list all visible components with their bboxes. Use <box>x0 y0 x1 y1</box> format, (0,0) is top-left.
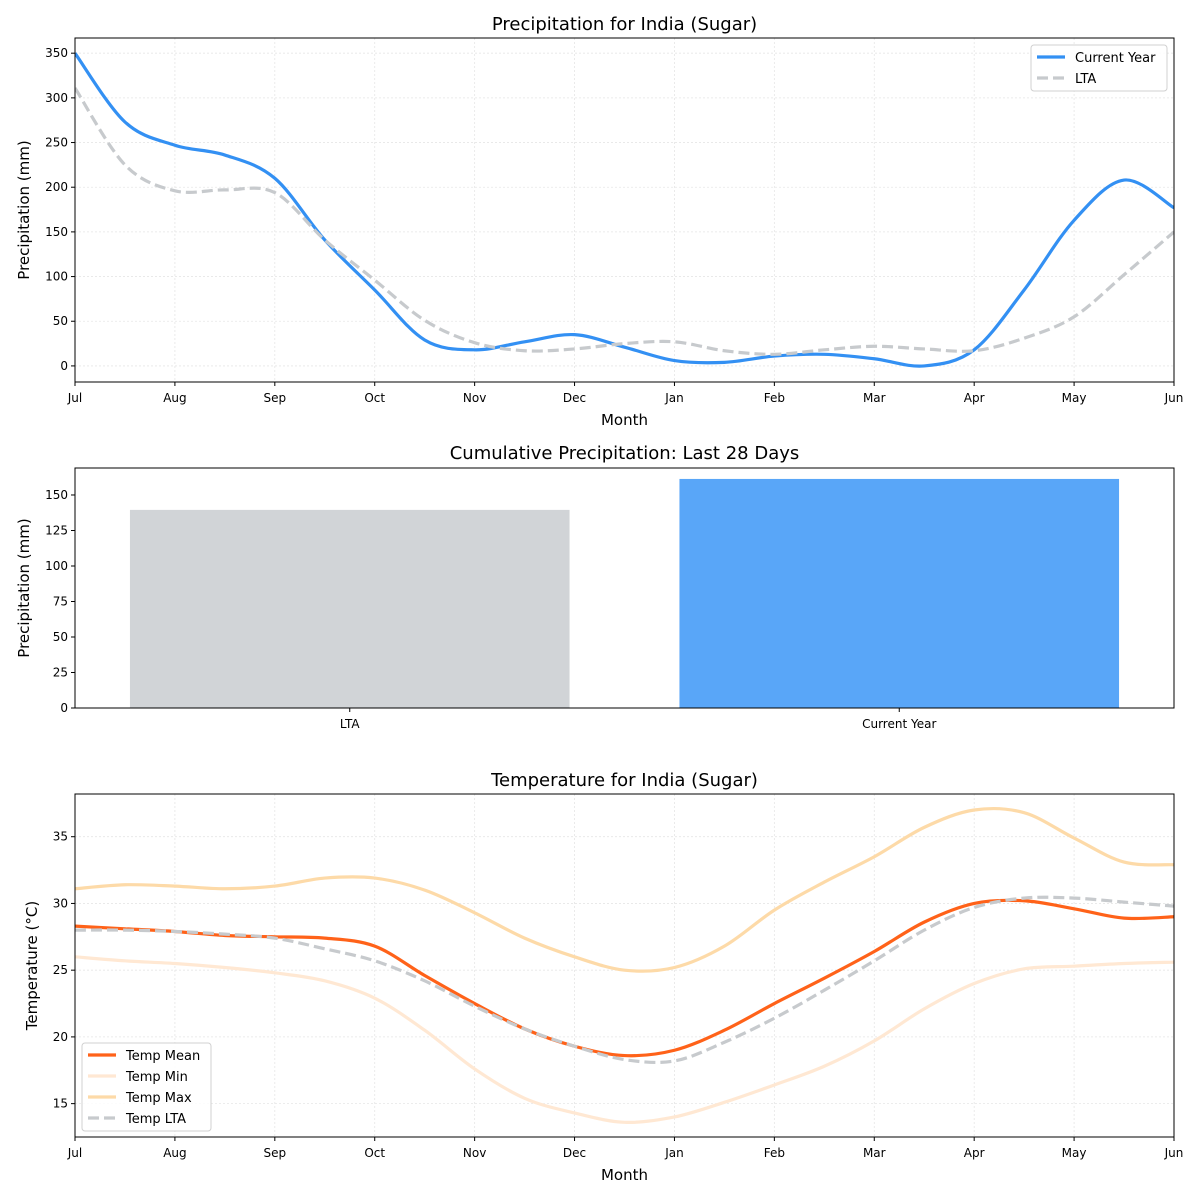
y-tick-label: 25 <box>53 665 68 679</box>
x-tick-label: Nov <box>463 1146 486 1160</box>
bar-lta <box>129 509 570 708</box>
y-tick-label: 100 <box>45 270 68 284</box>
legend-label: Temp Mean <box>125 1049 200 1064</box>
x-tick-label: Sep <box>264 391 287 405</box>
chart-0: Precipitation for India (Sugar) Precipita… <box>15 14 1183 429</box>
y-tick-label: 150 <box>45 225 68 239</box>
bar-current-year <box>679 478 1120 708</box>
series-line-temp-min <box>75 955 1174 1125</box>
x-tick-label: Jan <box>664 391 684 405</box>
legend-label: Temp Max <box>125 1091 192 1106</box>
x-tick-label: Oct <box>364 1146 385 1160</box>
x-axis-label: Month <box>601 411 648 429</box>
x-tick-label: Apr <box>964 1146 985 1160</box>
y-tick-label: 300 <box>45 91 68 105</box>
chart-title: Temperature for India (Sugar) <box>490 770 758 791</box>
x-tick-label: Feb <box>764 391 785 405</box>
x-tick-label: Dec <box>563 391 586 405</box>
y-tick-label: 35 <box>53 830 68 844</box>
x-tick-label: Nov <box>463 391 486 405</box>
legend: Temp Mean Temp Min Temp Max Temp LTA <box>81 1042 212 1132</box>
x-tick-label: Apr <box>964 391 985 405</box>
x-tick-label: Feb <box>764 1146 785 1160</box>
y-axis-label: Temperature (°C) <box>23 901 41 1031</box>
plot-frame <box>74 467 1175 709</box>
x-tick-label: Mar <box>863 1146 886 1160</box>
y-tick-label: 50 <box>53 630 68 644</box>
y-tick-label: 200 <box>45 180 68 194</box>
x-tick-label: Sep <box>264 1146 287 1160</box>
series-line-temp-lta <box>75 895 1174 1065</box>
legend-box <box>81 1042 212 1132</box>
y-tick-label: 125 <box>45 523 68 537</box>
chart-2: Temperature for India (Sugar) Temperature… <box>23 770 1183 1184</box>
y-tick-label: 75 <box>53 594 68 608</box>
y-tick-label: 100 <box>45 559 68 573</box>
x-tick-label: Mar <box>863 391 886 405</box>
legend-label: Temp LTA <box>125 1112 186 1127</box>
legend-label: Current Year <box>1075 51 1156 66</box>
x-tick-label: Aug <box>163 391 186 405</box>
x-tick-label: May <box>1062 391 1087 405</box>
plot-frame <box>74 37 1175 383</box>
y-tick-label: 15 <box>53 1097 68 1111</box>
legend-label: Temp Min <box>125 1070 188 1085</box>
x-tick-label: Dec <box>563 1146 586 1160</box>
y-tick-label: 150 <box>45 488 68 502</box>
y-tick-label: 50 <box>53 314 68 328</box>
y-axis-label: Precipitation (mm) <box>15 140 33 279</box>
x-tick-label: Jun <box>1164 1146 1184 1160</box>
series-line-lta <box>75 87 1174 356</box>
series-line-temp-max <box>75 806 1174 973</box>
x-tick-label: Current Year <box>862 717 936 731</box>
y-tick-label: 250 <box>45 136 68 150</box>
y-tick-label: 30 <box>53 896 68 910</box>
y-axis-label: Precipitation (mm) <box>15 518 33 657</box>
series-line-current-year <box>75 52 1174 368</box>
plot-frame <box>74 793 1175 1138</box>
x-tick-label: Oct <box>364 391 385 405</box>
x-axis-label: Month <box>601 1166 648 1184</box>
y-tick-label: 350 <box>45 46 68 60</box>
y-tick-label: 0 <box>60 359 68 373</box>
x-tick-label: Jul <box>67 1146 82 1160</box>
chart-1: Cumulative Precipitation: Last 28 Days Pr… <box>15 443 1175 731</box>
chart-title: Precipitation for India (Sugar) <box>492 14 757 35</box>
x-tick-label: LTA <box>340 717 360 731</box>
x-tick-label: May <box>1062 1146 1087 1160</box>
chart-title: Cumulative Precipitation: Last 28 Days <box>450 443 800 464</box>
y-tick-label: 0 <box>60 701 68 715</box>
x-tick-label: Aug <box>163 1146 186 1160</box>
y-tick-label: 25 <box>53 963 68 977</box>
x-tick-label: Jun <box>1164 391 1184 405</box>
legend: Current Year LTA <box>1030 44 1168 92</box>
x-tick-label: Jul <box>67 391 82 405</box>
series-line-temp-mean <box>75 898 1174 1058</box>
y-tick-label: 20 <box>53 1030 68 1044</box>
x-tick-label: Jan <box>664 1146 684 1160</box>
legend-label: LTA <box>1075 72 1096 87</box>
